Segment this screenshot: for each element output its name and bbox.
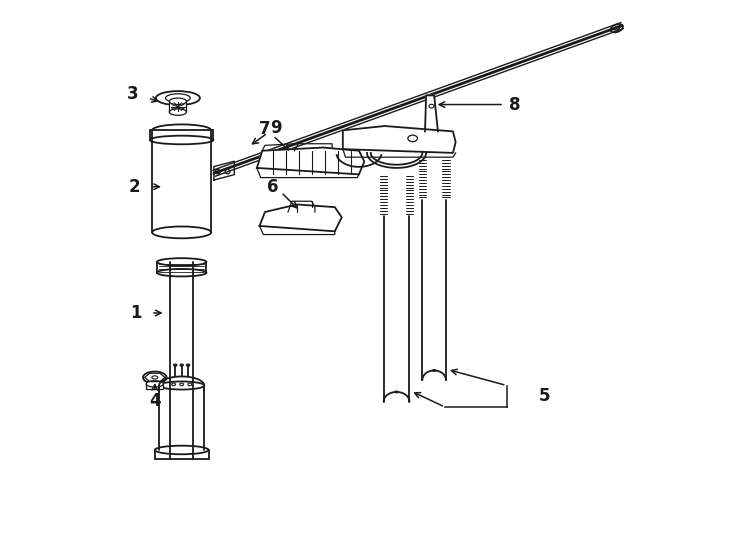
Ellipse shape (432, 369, 436, 372)
Ellipse shape (614, 26, 619, 30)
Ellipse shape (155, 446, 208, 454)
Ellipse shape (188, 383, 192, 386)
Ellipse shape (170, 98, 186, 105)
Bar (150, 130, 214, 140)
Ellipse shape (146, 381, 164, 387)
Ellipse shape (152, 124, 211, 136)
Ellipse shape (166, 94, 190, 103)
Text: 4: 4 (149, 392, 161, 410)
Ellipse shape (611, 24, 623, 32)
Text: 1: 1 (130, 304, 142, 322)
Polygon shape (343, 126, 456, 153)
Bar (146, 384, 164, 389)
Ellipse shape (152, 226, 211, 238)
Bar (155, 450, 208, 458)
Ellipse shape (429, 104, 434, 108)
Text: 3: 3 (126, 85, 138, 103)
Ellipse shape (157, 258, 206, 266)
Text: 7: 7 (259, 120, 271, 138)
Ellipse shape (170, 109, 186, 115)
Text: 6: 6 (267, 178, 279, 195)
Ellipse shape (180, 364, 184, 366)
Ellipse shape (150, 136, 214, 144)
Polygon shape (260, 205, 342, 231)
Bar (157, 262, 206, 273)
Text: 2: 2 (129, 178, 141, 195)
Ellipse shape (143, 372, 167, 383)
Ellipse shape (225, 170, 230, 174)
Ellipse shape (172, 383, 175, 386)
Polygon shape (257, 147, 364, 174)
Ellipse shape (216, 170, 220, 174)
Ellipse shape (152, 376, 158, 379)
Ellipse shape (186, 364, 189, 366)
Ellipse shape (395, 391, 398, 393)
Text: 8: 8 (509, 96, 520, 113)
Polygon shape (425, 96, 438, 131)
Ellipse shape (408, 135, 418, 141)
Text: 9: 9 (270, 119, 281, 137)
Ellipse shape (157, 269, 206, 276)
Text: 5: 5 (539, 387, 550, 405)
Bar (170, 102, 186, 112)
Ellipse shape (174, 364, 177, 366)
Ellipse shape (159, 381, 204, 389)
Ellipse shape (156, 91, 200, 105)
Ellipse shape (180, 383, 184, 386)
